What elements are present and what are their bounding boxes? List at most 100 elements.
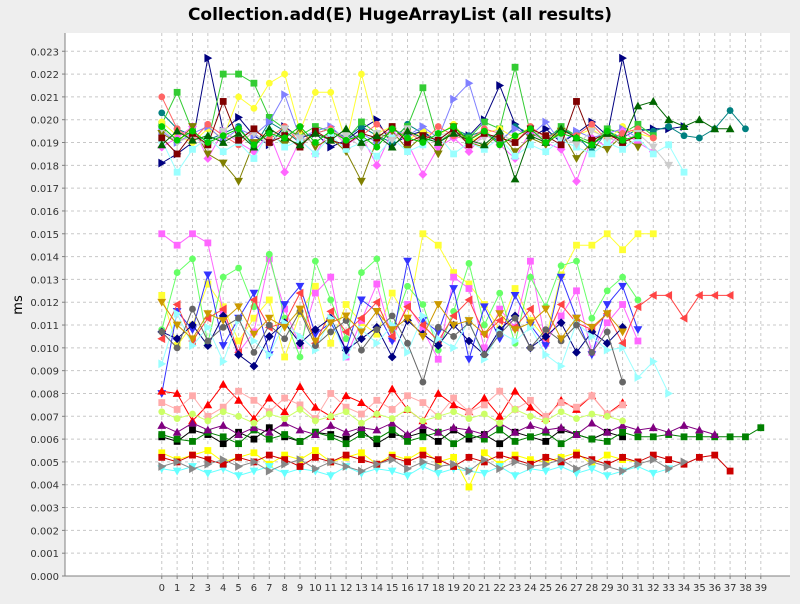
data-point [479,330,489,339]
data-point [480,118,488,126]
data-point [527,273,534,281]
data-point [173,136,181,144]
data-point [265,424,273,432]
y-tick-label: 0.012 [30,298,59,309]
data-point [249,361,259,371]
data-point [204,280,212,288]
data-point [311,150,319,158]
data-point [511,437,519,445]
data-point [542,417,550,425]
data-point [634,296,642,304]
data-point [341,132,351,141]
data-point [281,143,289,151]
data-point [388,312,396,320]
data-point [433,150,443,159]
data-point [418,320,427,330]
data-point [603,230,611,238]
data-point [372,160,382,170]
data-point [588,314,596,322]
data-point [189,127,196,135]
data-point [496,289,504,297]
data-point [388,415,396,422]
data-point [326,135,336,144]
data-point [680,132,688,140]
data-point [327,339,335,347]
data-point [433,389,443,397]
y-tick-label: 0.014 [30,253,59,264]
data-point [403,302,411,312]
data-point [281,415,289,422]
x-tick-label: 27 [570,583,583,594]
data-point [189,145,196,153]
data-point [496,451,504,459]
data-point [450,453,458,461]
data-point [357,328,366,337]
data-point [664,161,674,170]
data-point [542,412,550,420]
data-point [357,423,366,432]
data-point [633,302,642,312]
data-point [618,322,627,332]
data-point [358,132,365,140]
data-point [742,125,749,133]
data-point [204,322,213,332]
data-point [235,387,242,395]
data-point [342,435,350,443]
data-point [619,433,626,441]
data-point [235,412,242,420]
data-point [404,348,412,357]
data-point [419,311,428,321]
data-point [387,332,396,341]
data-point [204,417,212,425]
data-point [588,435,596,443]
series-31 [158,455,689,476]
data-point [710,124,720,133]
data-point [527,412,534,420]
data-point [357,296,366,305]
data-point [557,399,565,407]
y-tick-label: 0.006 [30,435,59,446]
data-point [419,428,427,436]
data-point [465,431,473,438]
data-point [157,334,166,344]
data-point [265,117,274,127]
data-point [295,382,305,391]
data-point [450,269,458,276]
data-point [387,467,397,476]
data-point [326,421,336,429]
data-point [327,273,335,281]
series-25 [158,424,765,448]
data-point [219,148,227,156]
data-point [450,333,458,340]
data-point [434,355,442,363]
data-point [603,319,611,327]
data-point [556,335,566,344]
data-point [158,134,166,142]
data-point [311,447,319,454]
data-point [341,327,350,337]
x-tick-label: 23 [509,583,522,594]
data-point [250,336,259,346]
data-point [541,305,551,314]
data-point [479,393,489,402]
data-point [495,411,505,420]
data-point [664,427,674,436]
data-point [573,98,580,105]
data-point [510,148,520,157]
data-point [480,321,488,329]
data-point [296,406,304,413]
data-point [680,168,688,176]
data-point [173,150,181,158]
x-tick-label: 39 [754,583,767,594]
data-point [510,291,520,300]
data-point [419,378,427,386]
data-point [433,469,443,478]
data-point [296,353,304,361]
data-point [557,361,566,371]
data-point [218,138,228,146]
data-point [373,120,381,128]
data-point [495,316,504,325]
data-point [235,462,243,471]
data-point [587,323,597,332]
data-point [342,408,350,416]
